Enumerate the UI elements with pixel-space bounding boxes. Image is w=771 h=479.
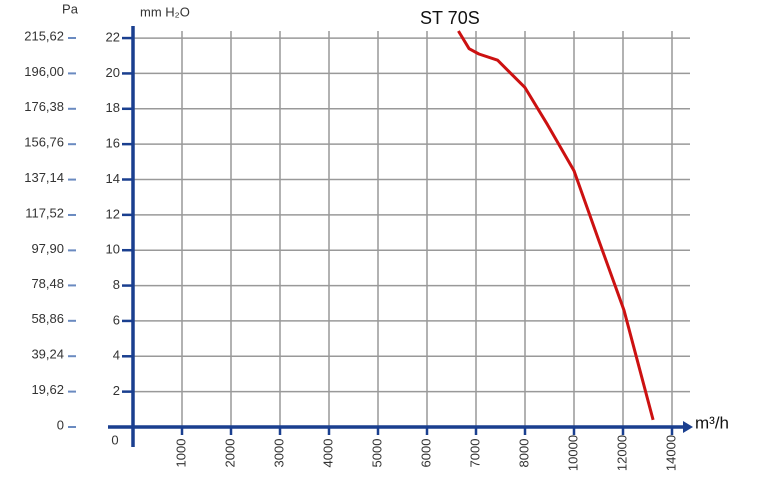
y-tick-label: 12 (106, 206, 120, 221)
x-tick-label: 1000 (173, 439, 188, 468)
y-tick-label: 4 (113, 348, 120, 363)
x-tick-label: 7000 (467, 439, 482, 468)
x-tick-label: 10000 (565, 435, 580, 471)
curve (457, 30, 655, 421)
x-tick-label: 6000 (418, 439, 433, 468)
x-tick-label: 12000 (614, 435, 629, 471)
y2-tick-label: 176,38 (24, 99, 64, 114)
y-tick-label: 10 (106, 242, 120, 257)
x-tick-label: 3000 (271, 439, 286, 468)
y2-tick-label: 117,52 (25, 205, 64, 220)
y2-tick-label: 19,62 (31, 382, 64, 397)
x-axis-label: m³/h (695, 413, 729, 432)
y2-tick-label: 39,24 (31, 347, 64, 362)
x-tick-label: 2000 (222, 439, 237, 468)
y2-axis-label: Pa (62, 1, 79, 16)
y-tick-label: 18 (106, 100, 120, 115)
y-tick-label: 14 (106, 171, 120, 186)
x-tick-label: 0 (111, 432, 118, 447)
y2-tick-label: 78,48 (31, 276, 64, 291)
y-tick-label: 16 (106, 136, 120, 151)
y2-tick-label: 0 (57, 417, 64, 432)
y-tick-label: 20 (106, 65, 120, 80)
y2-tick-label: 137,14 (24, 170, 64, 185)
y2-tick-label: 97,90 (31, 241, 64, 256)
y-tick-label: 2 (113, 383, 120, 398)
x-tick-label: 5000 (369, 439, 384, 468)
x-tick-label: 8000 (516, 439, 531, 468)
y2-tick-label: 156,76 (24, 135, 64, 150)
y2-tick-label: 58,86 (31, 311, 64, 326)
x-tick-label: 4000 (320, 439, 335, 468)
y-axis-label: mm H₂O (140, 4, 190, 19)
y-tick-label: 22 (106, 30, 120, 45)
x-axis-arrow (683, 421, 693, 433)
x-tick-label: 14000 (663, 435, 678, 471)
annotation: ST 70S (420, 8, 480, 28)
y2-tick-label: 215,62 (24, 28, 64, 43)
y2-tick-label: 196,00 (24, 64, 64, 79)
y-tick-label: 6 (113, 312, 120, 327)
y-tick-label: 8 (113, 277, 120, 292)
